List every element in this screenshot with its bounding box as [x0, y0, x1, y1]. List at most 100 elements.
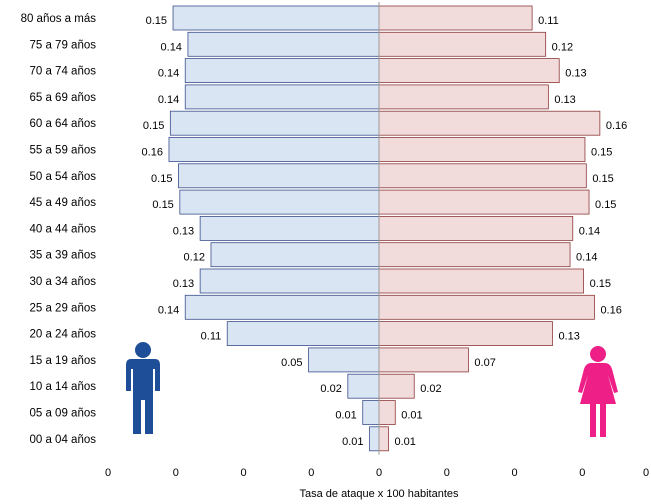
male-value-label: 0.02 — [320, 383, 341, 395]
female-bar — [378, 426, 389, 452]
male-bar — [187, 31, 380, 57]
x-tick-label: 0 — [444, 467, 450, 479]
male-bar — [226, 321, 380, 347]
x-tick-labels: 0 0 0 0 0 0 0 0 0 — [105, 467, 649, 479]
male-value-label: 0.01 — [335, 410, 356, 422]
x-tick-label: 0 — [511, 467, 517, 479]
category-label: 60 a 64 años — [29, 118, 96, 130]
male-value-label: 0.13 — [173, 278, 194, 290]
category-label: 05 a 09 años — [29, 408, 96, 420]
female-value-label: 0.01 — [394, 436, 415, 448]
male-bar — [199, 268, 380, 294]
male-bar — [184, 84, 380, 110]
female-value-label: 0.11 — [538, 15, 559, 27]
male-bar — [184, 294, 380, 320]
male-bar — [168, 137, 380, 162]
female-value-label: 0.15 — [590, 278, 611, 290]
female-value-label: 0.15 — [591, 147, 612, 159]
female-bar — [378, 215, 574, 241]
male-bar — [362, 400, 380, 425]
category-labels: 80 años a más 75 a 79 años 70 a 74 años 65 … — [21, 13, 97, 446]
female-value-label: 0.12 — [552, 41, 573, 53]
x-tick-label: 0 — [643, 467, 649, 479]
female-value-label: 0.15 — [595, 199, 616, 211]
female-bar — [378, 84, 549, 110]
category-label: 65 a 69 años — [29, 92, 96, 104]
x-tick-label: 0 — [105, 467, 111, 479]
female-value-label: 0.15 — [592, 173, 613, 185]
category-label: 45 a 49 años — [29, 197, 96, 209]
female-bar — [378, 268, 585, 294]
female-bar — [378, 347, 469, 373]
category-label: 75 a 79 años — [29, 39, 96, 51]
category-label: 20 a 24 años — [29, 329, 96, 341]
category-label: 10 a 14 años — [29, 381, 96, 393]
female-value-label: 0.01 — [401, 410, 422, 422]
male-bar — [169, 110, 380, 136]
female-value-label: 0.14 — [579, 225, 600, 237]
female-bar — [378, 110, 601, 136]
male-value-label: 0.01 — [342, 436, 363, 448]
male-value-label: 0.15 — [151, 173, 172, 185]
category-label: 80 años a más — [21, 13, 97, 25]
male-bar — [179, 189, 380, 215]
male-bar — [347, 373, 380, 399]
male-value-label: 0.14 — [158, 304, 179, 316]
female-value-label: 0.16 — [600, 304, 621, 316]
male-figure-icon — [126, 342, 160, 434]
x-tick-label: 0 — [376, 467, 382, 479]
category-label: 40 a 44 años — [29, 223, 96, 235]
female-value-label: 0.13 — [558, 331, 579, 343]
male-value-label: 0.11 — [201, 331, 222, 343]
male-value-label: 0.15 — [152, 199, 173, 211]
category-label: 35 a 39 años — [29, 250, 96, 262]
female-bar — [378, 294, 595, 320]
category-label: 15 a 19 años — [29, 355, 96, 367]
female-bar — [378, 58, 560, 83]
female-bar — [378, 137, 586, 162]
x-axis-label: Tasa de ataque x 100 habitantes — [299, 488, 459, 500]
male-value-label: 0.15 — [143, 120, 164, 132]
male-value-label: 0.12 — [184, 252, 205, 264]
female-bar — [378, 163, 587, 189]
category-label: 70 a 74 años — [29, 66, 96, 78]
female-value-label: 0.07 — [474, 357, 495, 369]
female-bar — [378, 373, 415, 399]
female-bar — [378, 242, 571, 268]
female-bar — [378, 400, 396, 425]
female-value-label: 0.13 — [565, 68, 586, 80]
female-bar — [378, 189, 590, 215]
female-value-label: 0.14 — [576, 252, 597, 264]
female-value-label: 0.16 — [606, 120, 627, 132]
female-bar — [378, 321, 553, 347]
male-bar — [184, 58, 380, 83]
male-value-label: 0.14 — [158, 94, 179, 106]
category-label: 50 a 54 años — [29, 171, 96, 183]
female-value-label: 0.13 — [554, 94, 575, 106]
male-value-label: 0.14 — [161, 41, 182, 53]
x-tick-label: 0 — [579, 467, 585, 479]
x-tick-label: 0 — [308, 467, 314, 479]
x-tick-label: 0 — [240, 467, 246, 479]
female-bar — [378, 5, 533, 31]
male-value-label: 0.16 — [142, 147, 163, 159]
male-bar — [308, 347, 380, 373]
male-bar — [172, 5, 380, 31]
male-bar — [210, 242, 380, 268]
category-label: 00 a 04 años — [29, 434, 96, 446]
bars-group: 0.15 0.11 0.14 0.12 0.14 0.13 0.14 0.13 0.15 0.16… — [142, 5, 627, 452]
category-label: 25 a 29 años — [29, 302, 96, 314]
male-value-label: 0.15 — [146, 15, 167, 27]
female-value-label: 0.02 — [420, 383, 441, 395]
male-bar — [199, 215, 380, 241]
male-value-label: 0.13 — [173, 225, 194, 237]
male-bar — [178, 163, 380, 189]
female-bar — [378, 31, 547, 57]
category-label: 55 a 59 años — [29, 145, 96, 157]
category-label: 30 a 34 años — [29, 276, 96, 288]
x-tick-label: 0 — [173, 467, 179, 479]
male-bar — [369, 426, 380, 452]
female-figure-icon — [578, 346, 618, 437]
male-value-label: 0.14 — [158, 68, 179, 80]
